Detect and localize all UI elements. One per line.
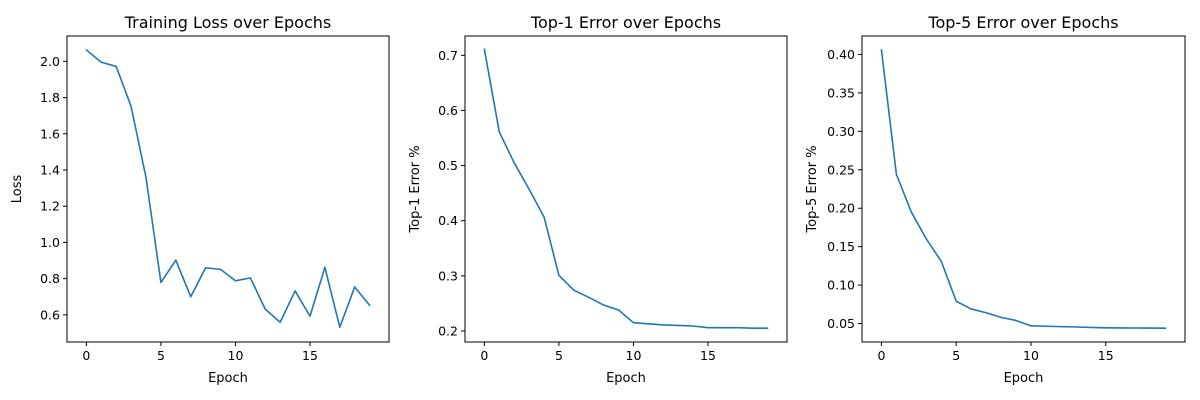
x-tick-label: 0 xyxy=(877,348,885,363)
chart-title: Top-5 Error over Epochs xyxy=(927,13,1118,32)
y-tick-label: 0.35 xyxy=(827,85,855,100)
y-tick-label: 0.25 xyxy=(827,162,855,177)
chart-title: Training Loss over Epochs xyxy=(124,13,332,32)
y-axis-label: Top-1 Error % xyxy=(408,145,423,233)
y-tick-label: 0.5 xyxy=(438,158,458,173)
x-axis-label: Epoch xyxy=(606,371,646,386)
y-tick-label: 0.7 xyxy=(438,48,458,63)
y-tick-label: 1.8 xyxy=(40,90,60,105)
x-axis-label: Epoch xyxy=(1004,371,1044,386)
x-tick-label: 5 xyxy=(157,348,165,363)
chart-panel-2: Top-1 Error over Epochs 0 5 10 15 0.2 0.3 0.4 0.… xyxy=(408,13,788,386)
series-line-1 xyxy=(880,49,1167,329)
series-line-1 xyxy=(85,49,371,328)
x-tick-label: 15 xyxy=(700,348,716,363)
y-tick-label: 0.6 xyxy=(438,103,458,118)
y-axis-label: Loss xyxy=(10,175,25,204)
x-tick-label: 5 xyxy=(555,348,563,363)
x-tick-label: 15 xyxy=(1098,348,1114,363)
y-axis-label: Top-5 Error % xyxy=(805,145,820,233)
x-tick-label: 10 xyxy=(626,348,642,363)
y-tick-label: 0.10 xyxy=(827,278,855,293)
plot-frame xyxy=(66,35,390,343)
y-tick-label: 0.8 xyxy=(40,271,60,286)
y-tick-label: 1.2 xyxy=(40,199,60,214)
chart-panel-3: Top-5 Error over Epochs 0 5 10 15 0.05 0.10 0.1… xyxy=(805,13,1186,386)
y-tick-label: 1.6 xyxy=(40,126,60,141)
x-axis-label: Epoch xyxy=(208,371,248,386)
y-tick-label: 0.4 xyxy=(438,213,458,228)
plot-frame xyxy=(464,35,788,343)
y-tick-label: 0.6 xyxy=(40,307,60,322)
y-tick-label: 0.05 xyxy=(827,316,855,331)
y-tick-label: 2.0 xyxy=(40,54,60,69)
y-tick-label: 0.2 xyxy=(438,323,458,338)
y-tick-label: 0.3 xyxy=(438,268,458,283)
series-line-1 xyxy=(483,48,769,330)
x-tick-label: 10 xyxy=(228,348,244,363)
x-tick-label: 5 xyxy=(952,348,960,363)
x-tick-label: 10 xyxy=(1023,348,1039,363)
y-tick-label: 0.30 xyxy=(827,124,855,139)
chart-title: Top-1 Error over Epochs xyxy=(530,13,721,32)
x-tick-label: 15 xyxy=(302,348,318,363)
x-tick-label: 0 xyxy=(82,348,90,363)
y-tick-label: 0.20 xyxy=(827,201,855,216)
plot-frame xyxy=(861,35,1186,343)
y-tick-label: 0.40 xyxy=(827,47,855,62)
y-tick-label: 1.0 xyxy=(40,235,60,250)
y-tick-label: 0.15 xyxy=(827,239,855,254)
chart-panel-1: Training Loss over Epochs 0 5 10 15 0.6 0.8 1.0… xyxy=(10,13,390,386)
x-tick-label: 0 xyxy=(480,348,488,363)
y-tick-label: 1.4 xyxy=(40,162,60,177)
